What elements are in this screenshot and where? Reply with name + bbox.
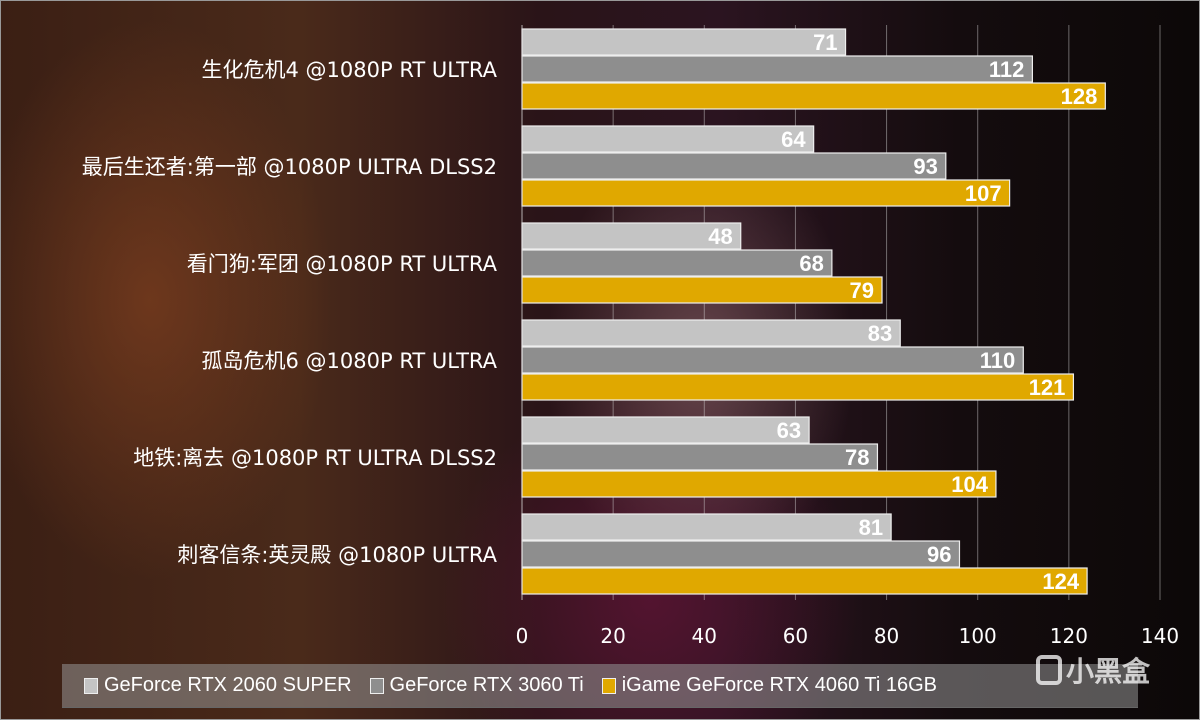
data-label: 81: [859, 515, 883, 540]
bar: [521, 179, 1011, 207]
bar: [521, 249, 833, 277]
category-label: 地铁:离去 @1080P RT ULTRA DLSS2: [133, 446, 497, 470]
category-label: 生化危机4 @1080P RT ULTRA: [201, 58, 498, 82]
data-label: 78: [845, 445, 869, 470]
bar: [521, 55, 1033, 83]
bar: [521, 319, 901, 347]
bar: [521, 567, 1088, 595]
x-tick-label: 20: [600, 624, 626, 648]
bar: [521, 82, 1106, 110]
legend-swatch: [601, 677, 616, 694]
x-tick-label: 140: [1140, 624, 1180, 648]
watermark-logo: 小黑盒: [1036, 650, 1150, 690]
data-label: 93: [913, 154, 937, 179]
x-tick-label: 40: [691, 624, 718, 648]
legend-item: GeForce RTX 3060 Ti: [369, 674, 584, 697]
bar: [521, 443, 879, 471]
category-label: 看门狗:军团 @1080P RT ULTRA: [186, 252, 497, 276]
data-label: 71: [813, 30, 837, 55]
data-label: 68: [799, 251, 823, 276]
category-label: 孤岛危机6 @1080P RT ULTRA: [201, 349, 498, 373]
legend-label: iGame GeForce RTX 4060 Ti 16GB: [621, 674, 938, 696]
data-label: 110: [980, 348, 1016, 373]
data-label: 107: [965, 181, 1002, 206]
x-tick-label: 0: [515, 624, 529, 648]
bar: [521, 416, 810, 444]
logo-icon: [1036, 655, 1062, 685]
data-label: 63: [777, 418, 801, 443]
data-label: 121: [1029, 375, 1066, 400]
watermark-text: 小黑盒: [1066, 655, 1151, 688]
data-label: 83: [868, 321, 892, 346]
category-label: 刺客信条:英灵殿 @1080P ULTRA: [177, 543, 497, 567]
legend-label: GeForce RTX 2060 SUPER: [104, 674, 352, 696]
x-tick-label: 100: [958, 624, 997, 648]
x-tick-label: 120: [1049, 624, 1088, 648]
category-label: 最后生还者:第一部 @1080P ULTRA DLSS2: [81, 155, 497, 179]
x-tick-label: 60: [782, 624, 809, 648]
legend-label: GeForce RTX 3060 Ti: [389, 674, 584, 696]
bar: [521, 276, 883, 304]
legend: GeForce RTX 2060 SUPER GeForce RTX 3060 T…: [62, 664, 1138, 708]
data-label: 64: [781, 127, 806, 152]
bar: [521, 513, 892, 541]
bar: [521, 152, 947, 180]
data-label: 112: [989, 57, 1025, 82]
bar: [521, 346, 1024, 374]
data-label: 104: [951, 472, 988, 497]
bar: [521, 373, 1075, 401]
data-label: 128: [1061, 84, 1098, 109]
legend-swatch: [369, 677, 384, 694]
data-label: 79: [850, 278, 874, 303]
bar: [521, 125, 815, 153]
data-label: 124: [1042, 569, 1079, 594]
legend-swatch: [84, 677, 98, 694]
legend-item: iGame GeForce RTX 4060 Ti 16GB: [601, 674, 938, 697]
data-label: 96: [927, 542, 951, 567]
bar: [521, 28, 847, 56]
legend-item: GeForce RTX 2060 SUPER: [84, 674, 352, 697]
data-label: 48: [708, 224, 732, 249]
x-tick-label: 80: [873, 624, 900, 648]
bar: [521, 540, 961, 568]
bar: [521, 470, 997, 498]
